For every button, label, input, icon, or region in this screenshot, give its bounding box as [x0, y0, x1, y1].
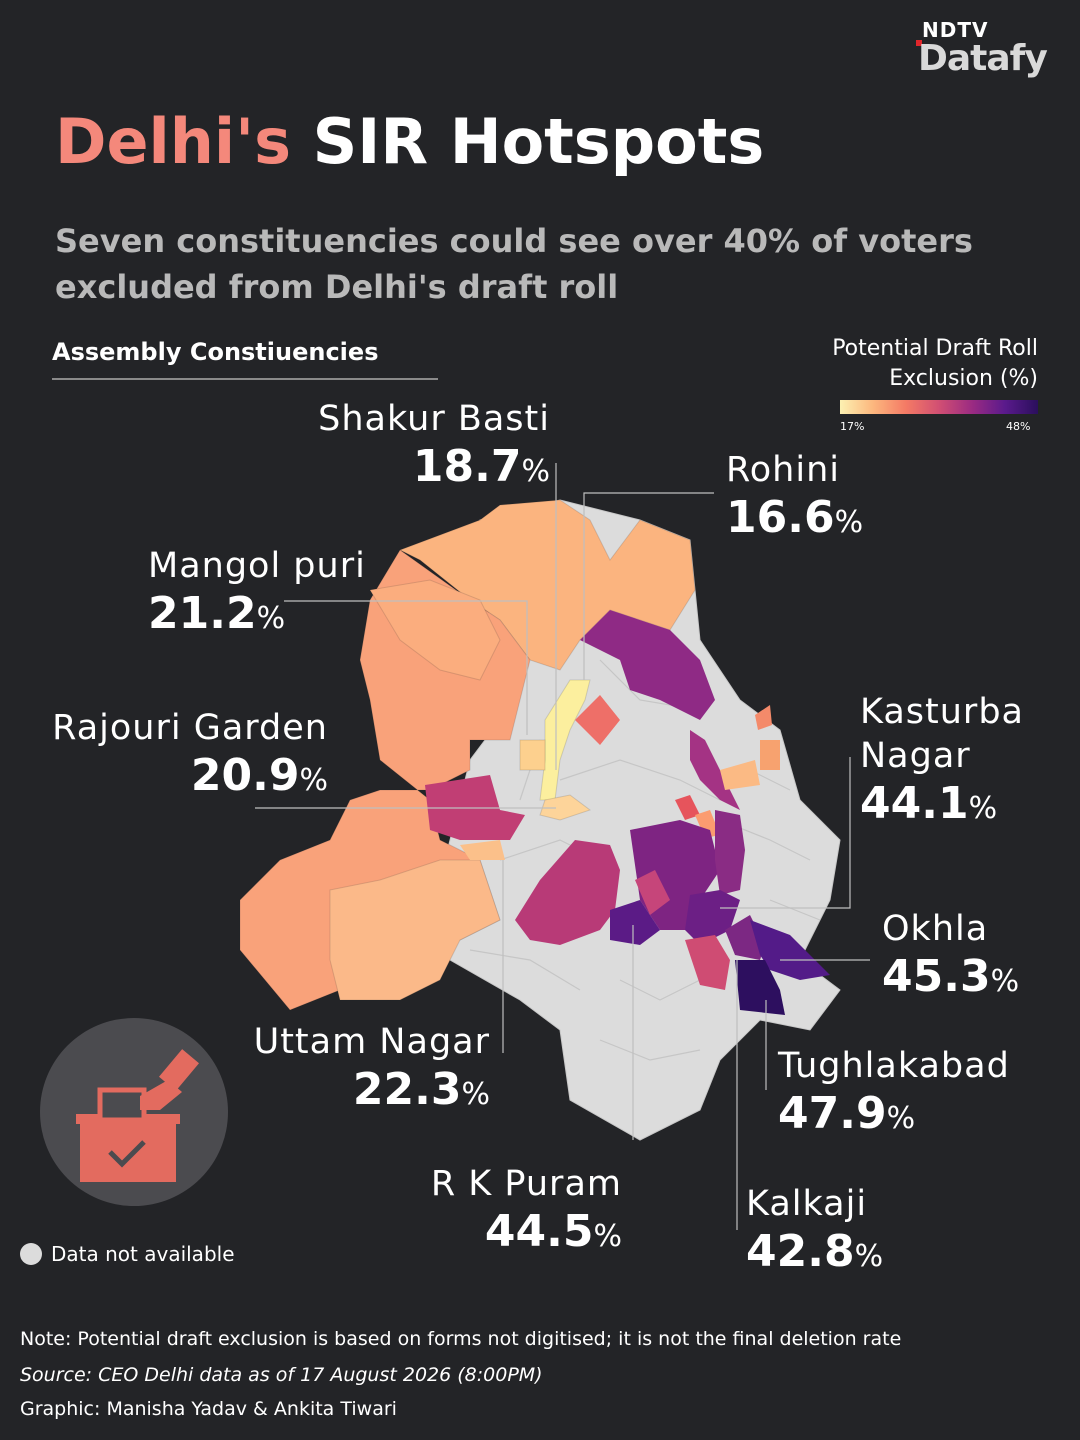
region-rajouri-light — [460, 840, 505, 860]
ballot-box-icon — [76, 1049, 199, 1182]
region-kalkaji — [685, 935, 730, 990]
label-uttam-nagar: Uttam Nagar 22.3% — [253, 1022, 490, 1115]
region-okhla — [750, 920, 830, 980]
label-rohini: Rohini 16.6% — [726, 450, 864, 543]
title-rest: SIR Hotspots — [312, 105, 765, 178]
leader-lines — [255, 463, 870, 1230]
region-orange-small — [695, 810, 720, 838]
label-rk-puram: R K Puram 44.5% — [430, 1164, 622, 1257]
page-title: Delhi's SIR Hotspots — [55, 105, 765, 178]
legend-min-label: 17% — [840, 420, 865, 433]
region-kasturba — [715, 810, 745, 895]
region-purple-north — [580, 610, 715, 720]
region-near-shakur — [519, 739, 546, 771]
label-shakur-basti: Shakur Basti 18.7% — [318, 399, 550, 492]
ballot-badge — [40, 1018, 228, 1206]
legend-title: Potential Draft Roll Exclusion (%) — [832, 336, 1038, 391]
footer-credit: Graphic: Manisha Yadav & Ankita Tiwari — [20, 1398, 397, 1420]
footer-source: Source: CEO Delhi data as of 17 August 2… — [20, 1364, 543, 1386]
region-magenta-south — [515, 840, 620, 945]
label-tughlakabad: Tughlakabad 47.9% — [778, 1046, 1010, 1139]
region-mangolpuri — [369, 579, 501, 681]
region-east-1 — [760, 740, 780, 770]
section-divider — [52, 378, 438, 380]
label-okhla: Okhla 45.3% — [882, 909, 1020, 1002]
legend-max-label: 48% — [1006, 420, 1031, 433]
label-mangol-puri: Mangol puri 21.2% — [148, 546, 366, 639]
region-pink-inner — [635, 870, 670, 915]
legend-color-scale — [840, 400, 1038, 414]
label-rajouri-garden: Rajouri Garden 20.9% — [52, 708, 328, 801]
region-southwest — [329, 859, 501, 1001]
title-highlight: Delhi's — [55, 105, 292, 178]
region-kasturba-corridor — [690, 730, 740, 810]
region-rk-puram-2 — [610, 900, 660, 945]
brand-dot — [916, 40, 922, 46]
no-data-swatch — [20, 1243, 42, 1265]
region-east-2 — [755, 705, 772, 730]
brand-logo: Datafy — [918, 38, 1048, 79]
footer-note: Note: Potential draft exclusion is based… — [20, 1328, 902, 1350]
label-kasturba-nagar: Kasturba Nagar 44.1% — [860, 692, 1024, 829]
region-red-small — [675, 795, 700, 820]
region-salmon-north — [575, 695, 620, 745]
region-east-3 — [720, 760, 760, 790]
no-data-label: Data not available — [51, 1242, 235, 1266]
section-label: Assembly Constiuencies — [52, 338, 379, 366]
region-south-shakur — [539, 794, 592, 821]
region-tughlakabad — [735, 960, 785, 1015]
label-kalkaji: Kalkaji 42.8% — [746, 1184, 884, 1277]
subtitle: Seven constituencies could see over 40% … — [55, 222, 973, 306]
brand-top: NDTV — [922, 18, 989, 42]
